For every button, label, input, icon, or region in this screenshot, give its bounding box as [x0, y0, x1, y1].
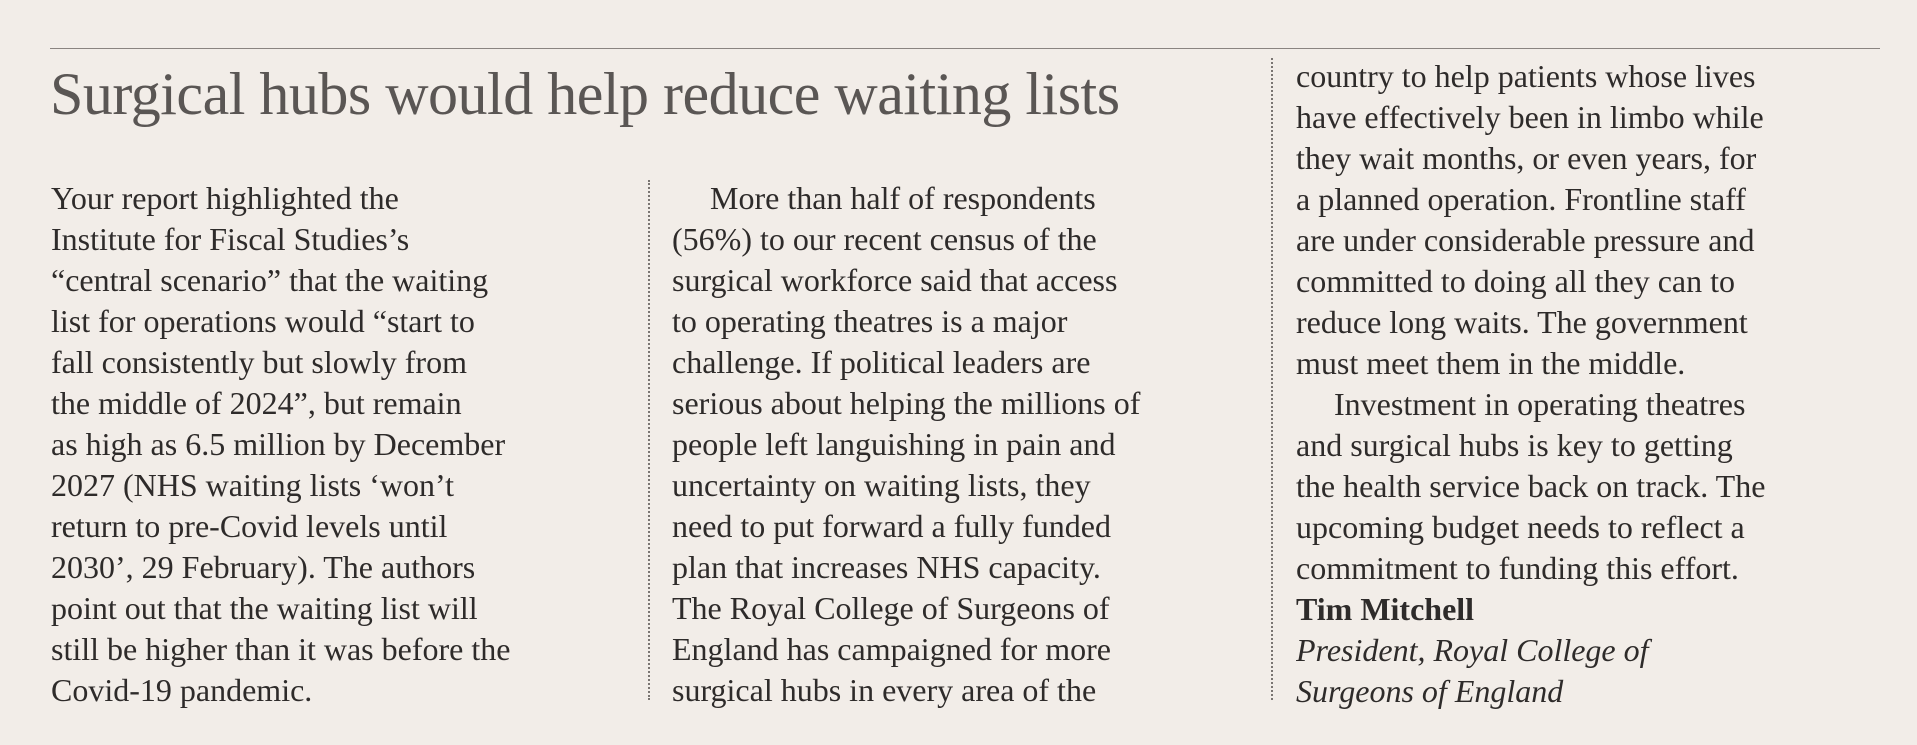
text-line: The Royal College of Surgeons of	[672, 590, 1110, 626]
paragraph: Investment in operating theatres and surg…	[1296, 384, 1896, 589]
text-line: surgical workforce said that access	[672, 262, 1118, 298]
text-line: the health service back on track. The	[1296, 468, 1766, 504]
text-line: England has campaigned for more	[672, 631, 1111, 667]
text-line: upcoming budget needs to reflect a	[1296, 509, 1745, 545]
text-line: challenge. If political leaders are	[672, 344, 1091, 380]
signature: Tim Mitchell President, Royal College of S…	[1296, 589, 1896, 712]
paragraph: country to help patients whose lives have…	[1296, 56, 1896, 384]
text-line: “central scenario” that the waiting	[51, 262, 489, 298]
text-line: serious about helping the millions of	[672, 385, 1141, 421]
text-line: return to pre-Covid levels until	[51, 508, 448, 544]
text-line: are under considerable pressure and	[1296, 222, 1755, 258]
text-line: point out that the waiting list will	[51, 590, 478, 626]
paragraph: Your report highlighted the Institute for…	[51, 178, 641, 711]
signature-role: President, Royal College of	[1296, 632, 1649, 668]
text-line: uncertainty on waiting lists, they	[672, 467, 1091, 503]
text-line: they wait months, or even years, for	[1296, 140, 1757, 176]
top-rule	[50, 48, 1880, 49]
signature-name: Tim Mitchell	[1296, 591, 1475, 627]
column-separator	[648, 180, 650, 700]
text-line: Your report highlighted the	[51, 180, 399, 216]
text-line: and surgical hubs is key to getting	[1296, 427, 1733, 463]
paragraph: More than half of respondents (56%) to ou…	[672, 178, 1262, 711]
signature-role: Surgeons of England	[1296, 673, 1564, 709]
text-line: to operating theatres is a major	[672, 303, 1068, 339]
text-line: as high as 6.5 million by December	[51, 426, 506, 462]
text-line: need to put forward a fully funded	[672, 508, 1111, 544]
column: country to help patients whose lives have…	[1296, 56, 1896, 712]
text-line: More than half of respondents	[710, 180, 1096, 216]
text-line: commitment to funding this effort.	[1296, 550, 1739, 586]
text-line: reduce long waits. The government	[1296, 304, 1748, 340]
column-separator	[1271, 58, 1273, 700]
text-line: still be higher than it was before the	[51, 631, 511, 667]
text-line: a planned operation. Frontline staff	[1296, 181, 1746, 217]
text-line: Covid-19 pandemic.	[51, 672, 313, 708]
text-line: must meet them in the middle.	[1296, 345, 1686, 381]
column: Your report highlighted the Institute for…	[51, 178, 641, 711]
text-line: (56%) to our recent census of the	[672, 221, 1097, 257]
text-line: the middle of 2024”, but remain	[51, 385, 462, 421]
text-line: fall consistently but slowly from	[51, 344, 467, 380]
column: More than half of respondents (56%) to ou…	[672, 178, 1262, 711]
text-line: 2030’, 29 February). The authors	[51, 549, 476, 585]
text-line: plan that increases NHS capacity.	[672, 549, 1101, 585]
text-line: Institute for Fiscal Studies’s	[51, 221, 410, 257]
text-line: surgical hubs in every area of the	[672, 672, 1097, 708]
text-line: Investment in operating theatres	[1334, 386, 1746, 422]
text-line: 2027 (NHS waiting lists ‘won’t	[51, 467, 454, 503]
headline: Surgical hubs would help reduce waiting …	[50, 61, 1120, 127]
text-line: people left languishing in pain and	[672, 426, 1116, 462]
text-line: have effectively been in limbo while	[1296, 99, 1764, 135]
text-line: list for operations would “start to	[51, 303, 475, 339]
text-line: country to help patients whose lives	[1296, 58, 1756, 94]
text-line: committed to doing all they can to	[1296, 263, 1736, 299]
